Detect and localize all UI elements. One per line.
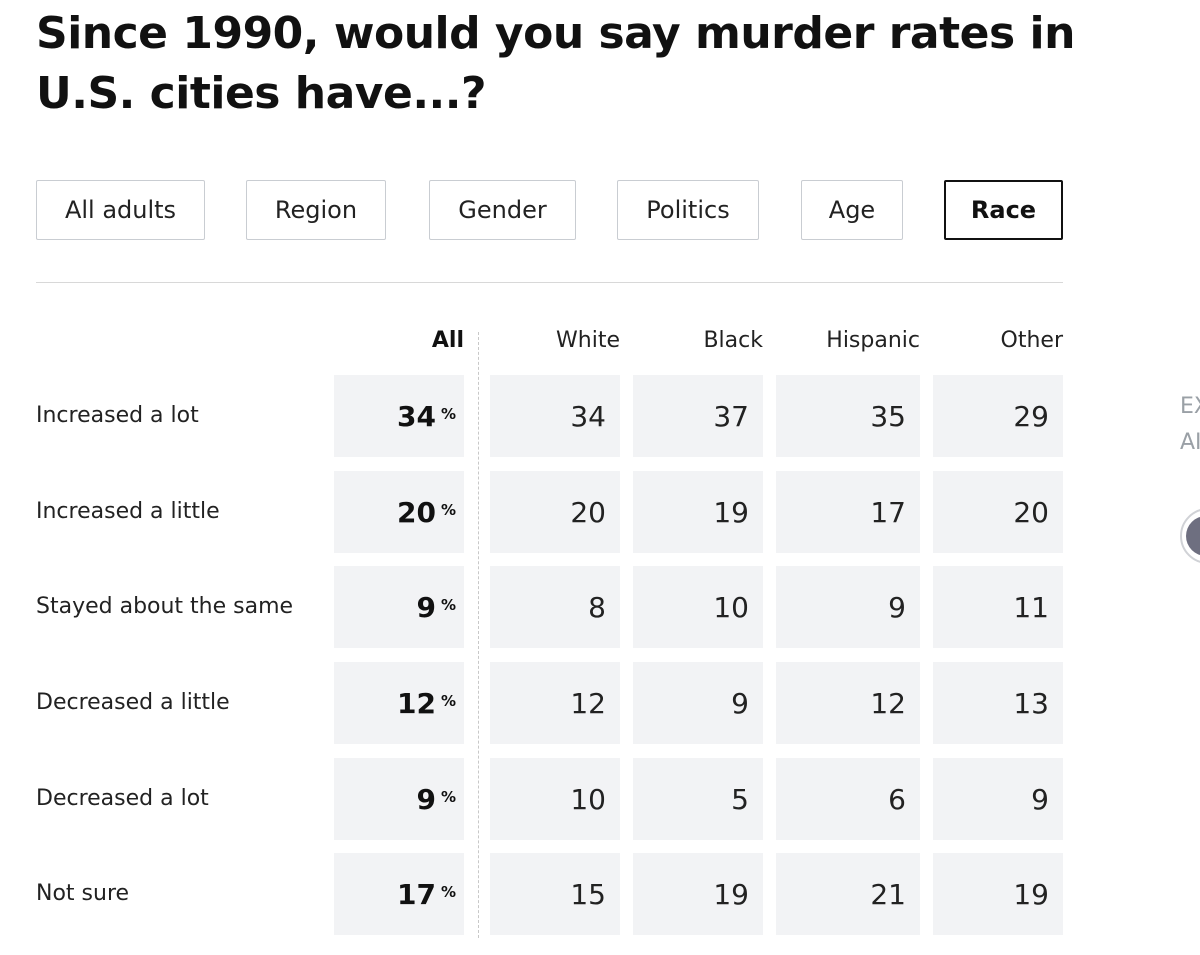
cell-all: 12% <box>334 662 464 744</box>
row-label: Increased a little <box>36 499 220 524</box>
column-header-black: Black <box>703 328 763 353</box>
cell-black: 37 <box>633 375 763 457</box>
tab-age[interactable]: Age <box>801 180 903 240</box>
cell-black: 10 <box>633 566 763 648</box>
cell-hispanic: 9 <box>776 566 920 648</box>
cell-hispanic: 35 <box>776 375 920 457</box>
percent-sign: % <box>440 596 456 614</box>
side-panel-text-2: AI <box>1180 430 1200 455</box>
column-header-white: White <box>556 328 620 353</box>
cell-all: 34% <box>334 375 464 457</box>
cell-value: 17 <box>397 877 436 911</box>
cell-value: 12 <box>397 686 436 720</box>
row-label: Stayed about the same <box>36 594 294 619</box>
cell-white: 34 <box>490 375 620 457</box>
avatar-icon <box>1186 516 1200 556</box>
tab-race[interactable]: Race <box>944 180 1063 240</box>
cell-other: 29 <box>933 375 1063 457</box>
column-header-hispanic: Hispanic <box>826 328 920 353</box>
cell-other: 13 <box>933 662 1063 744</box>
cell-all: 20% <box>334 471 464 553</box>
percent-sign: % <box>440 501 456 519</box>
cell-value: 9 <box>416 590 436 624</box>
row-label: Decreased a little <box>36 690 230 715</box>
tab-gender[interactable]: Gender <box>429 180 576 240</box>
column-header-other: Other <box>1000 328 1063 353</box>
cell-black: 19 <box>633 471 763 553</box>
cell-all: 9% <box>334 758 464 840</box>
percent-sign: % <box>440 692 456 710</box>
cell-white: 8 <box>490 566 620 648</box>
cell-value: 34 <box>397 399 436 433</box>
cell-white: 15 <box>490 853 620 935</box>
cell-white: 10 <box>490 758 620 840</box>
cell-black: 19 <box>633 853 763 935</box>
cell-hispanic: 17 <box>776 471 920 553</box>
percent-sign: % <box>440 405 456 423</box>
cell-all: 9% <box>334 566 464 648</box>
cell-other: 9 <box>933 758 1063 840</box>
cell-value: 9 <box>416 782 436 816</box>
tab-region[interactable]: Region <box>246 180 386 240</box>
cell-white: 12 <box>490 662 620 744</box>
cell-hispanic: 21 <box>776 853 920 935</box>
cell-black: 5 <box>633 758 763 840</box>
page-title: Since 1990, would you say murder rates i… <box>36 8 1075 119</box>
percent-sign: % <box>440 788 456 806</box>
cell-all: 17% <box>334 853 464 935</box>
cell-white: 20 <box>490 471 620 553</box>
cell-other: 20 <box>933 471 1063 553</box>
column-header-all: All <box>431 328 464 353</box>
divider <box>36 282 1063 283</box>
cell-other: 11 <box>933 566 1063 648</box>
tab-politics[interactable]: Politics <box>617 180 759 240</box>
cell-value: 20 <box>397 495 436 529</box>
side-panel-text-1: EX <box>1180 394 1200 419</box>
percent-sign: % <box>440 883 456 901</box>
cell-hispanic: 12 <box>776 662 920 744</box>
row-label: Not sure <box>36 881 130 906</box>
tab-all-adults[interactable]: All adults <box>36 180 205 240</box>
row-label: Increased a lot <box>36 403 199 428</box>
column-separator <box>478 332 479 938</box>
cell-hispanic: 6 <box>776 758 920 840</box>
side-panel-button[interactable] <box>1180 508 1200 564</box>
cell-black: 9 <box>633 662 763 744</box>
row-label: Decreased a lot <box>36 786 209 811</box>
cell-other: 19 <box>933 853 1063 935</box>
